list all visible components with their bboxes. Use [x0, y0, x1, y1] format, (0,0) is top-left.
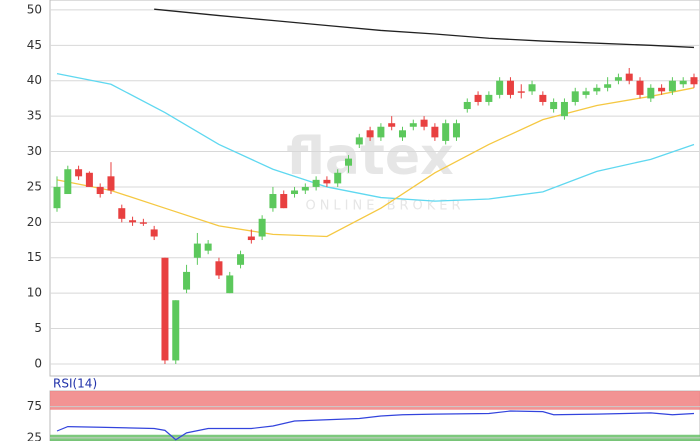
y-tick-label: 35 [27, 109, 42, 123]
candle-body [118, 208, 126, 219]
y-tick-label: 10 [27, 286, 42, 300]
candle-body [96, 186, 104, 195]
candle-body [85, 172, 93, 187]
candle-body [107, 176, 115, 191]
watermark-sub: ONLINE BROKER [305, 199, 464, 214]
candle-body [355, 137, 363, 145]
candle-body [172, 300, 180, 361]
y-tick-label: 5 [34, 321, 42, 335]
y-tick-label: 0 [34, 356, 42, 370]
candle-body [312, 179, 320, 187]
candle-body [539, 94, 547, 102]
candle-body [571, 91, 579, 102]
candle-body [647, 87, 655, 99]
overbought-band [50, 391, 700, 410]
candle-body [582, 91, 590, 95]
candle-body [614, 77, 622, 81]
candle-body [658, 87, 666, 92]
candle-body [528, 84, 536, 92]
candle-body [226, 275, 234, 294]
candle-body [75, 169, 83, 177]
candle-body [506, 80, 514, 95]
candle-body [334, 172, 342, 184]
candle-body [593, 87, 601, 92]
candle-body [560, 101, 568, 117]
candle-body [237, 254, 245, 265]
y-tick-label: 20 [27, 215, 42, 229]
rsi-tick-label: 25 [27, 430, 42, 441]
candle-body [377, 126, 385, 138]
candle-body [604, 84, 612, 88]
candle-body [496, 80, 504, 95]
rsi-tick-label: 75 [27, 399, 42, 413]
candle-body [269, 194, 277, 209]
candle-body [129, 220, 137, 223]
candle-body [53, 186, 61, 209]
rsi-line [56, 410, 695, 441]
candle-body [366, 130, 374, 138]
candle-body [550, 101, 558, 110]
candle-body [517, 91, 525, 93]
candle-body [636, 80, 644, 95]
candle-body [452, 123, 460, 138]
candle-body [183, 271, 191, 290]
moving-average [56, 87, 695, 238]
candle-body [398, 130, 406, 138]
moving-average [56, 73, 695, 202]
rsi-title: RSI(14) [53, 377, 97, 391]
y-tick-label: 40 [27, 73, 42, 87]
moving-average [154, 8, 695, 49]
candle-body [161, 257, 169, 361]
candle-body [301, 186, 309, 191]
candle-body [258, 218, 266, 237]
y-tick-label: 30 [27, 144, 42, 158]
candle-body [150, 229, 158, 237]
candle-body [690, 77, 698, 85]
y-tick-label: 50 [27, 2, 42, 16]
candle-body [193, 243, 201, 258]
candle-body [291, 190, 299, 195]
candle-body [388, 123, 396, 127]
candle-body [485, 94, 493, 102]
candle-body [431, 126, 439, 138]
candle-body [64, 169, 72, 195]
candle-body [463, 101, 471, 110]
candle-body [204, 243, 212, 251]
candle-body [442, 123, 450, 141]
candle-body [280, 194, 288, 209]
candle-body [679, 80, 687, 85]
candle-body [409, 123, 417, 127]
candle-body [323, 179, 331, 184]
candle-body [215, 261, 223, 276]
candle-body [474, 94, 482, 102]
plot-frame [49, 0, 700, 377]
candle-body [345, 158, 353, 166]
y-tick-label: 15 [27, 250, 42, 264]
candle-body [625, 73, 633, 81]
candle-body [420, 119, 428, 127]
candle-body [139, 222, 147, 224]
y-tick-label: 25 [27, 179, 42, 193]
candle-body [668, 80, 676, 92]
y-tick-label: 45 [27, 38, 42, 52]
candle-body [247, 236, 255, 241]
